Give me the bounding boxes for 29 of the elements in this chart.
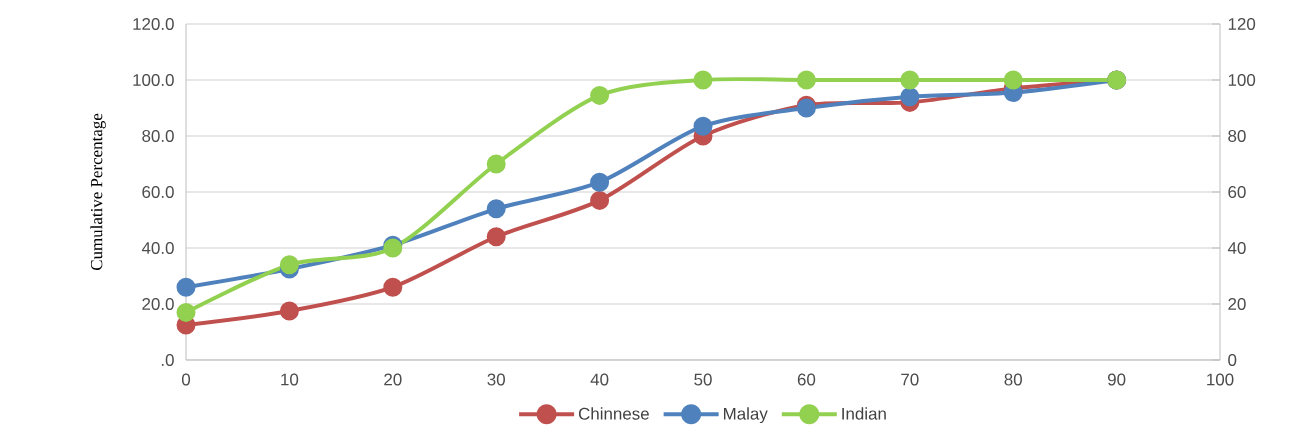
x-tick-label: 100 bbox=[1207, 373, 1234, 386]
x-tick-label: 80 bbox=[1004, 373, 1022, 386]
y2-tick-label: 40 bbox=[1227, 241, 1246, 254]
y2-tick-label: 100 bbox=[1228, 73, 1256, 86]
y-tick-label: 120.0 bbox=[133, 17, 174, 30]
y-tick-label: 100.0 bbox=[133, 73, 174, 86]
x-tick-label: 30 bbox=[487, 373, 505, 386]
y2-tick-label: 120 bbox=[1228, 17, 1256, 30]
x-tick-label: 60 bbox=[797, 373, 816, 386]
y-tick-label: 20.0 bbox=[142, 297, 174, 310]
x-tick-label: 20 bbox=[384, 373, 402, 386]
y-tick-label: 80.0 bbox=[142, 129, 174, 142]
legend-label: Malay bbox=[724, 407, 768, 424]
x-tick-label: 70 bbox=[901, 373, 919, 386]
x-tick-label: 50 bbox=[694, 373, 712, 386]
x-tick-label: 0 bbox=[181, 373, 191, 386]
y-tick-label: 40.0 bbox=[141, 241, 174, 254]
x-tick-label: 40 bbox=[590, 373, 609, 386]
legend-label: Indian bbox=[842, 407, 886, 420]
x-tick-label: 90 bbox=[1107, 373, 1126, 386]
y-axis-title: Cumulative Percentage bbox=[90, 113, 106, 271]
x-tick-label: 10 bbox=[281, 373, 299, 386]
y2-tick-label: 0 bbox=[1228, 353, 1237, 366]
y-tick-label: .0 bbox=[161, 353, 174, 366]
legend-label: Chinnese bbox=[578, 407, 649, 420]
y2-tick-label: 20 bbox=[1228, 297, 1246, 310]
y2-tick-label: 60 bbox=[1228, 185, 1246, 198]
y-tick-label: 60.0 bbox=[142, 185, 174, 198]
y2-tick-label: 80 bbox=[1228, 129, 1246, 142]
